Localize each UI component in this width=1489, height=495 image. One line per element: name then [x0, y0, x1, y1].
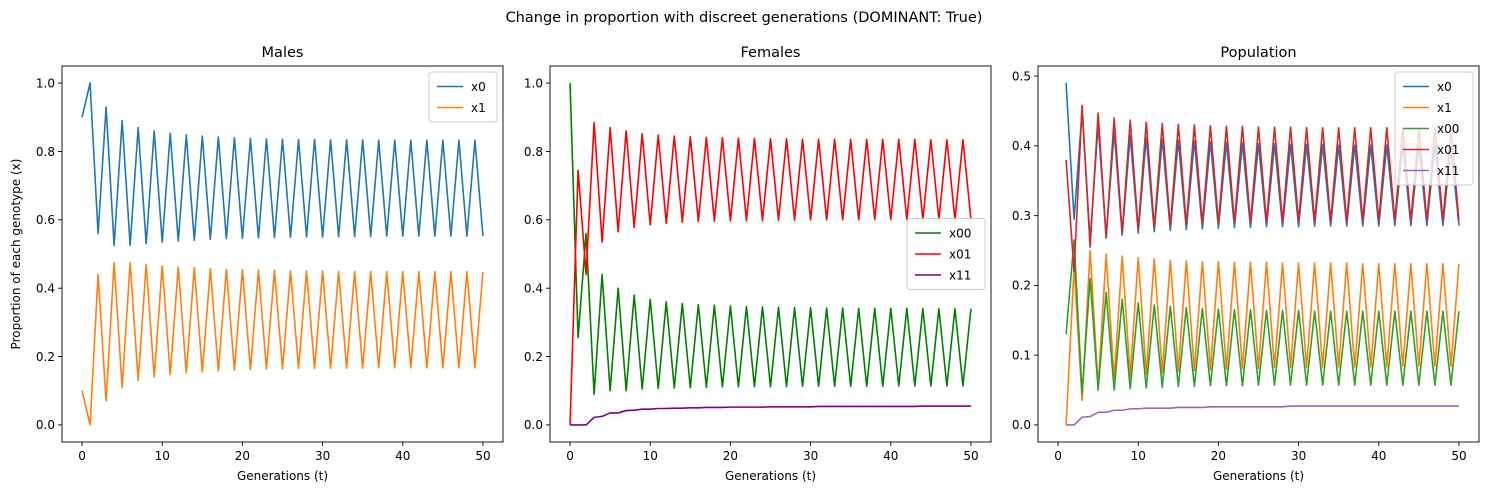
- x-tick-label: 30: [803, 449, 818, 463]
- y-tick-label: 0.6: [524, 213, 543, 227]
- x-tick-label: 10: [1131, 449, 1146, 463]
- y-tick-label: 0.4: [1012, 139, 1031, 153]
- y-tick-label: 0.4: [524, 281, 543, 295]
- y-tick-label: 0.5: [1012, 69, 1031, 83]
- x-tick-label: 50: [963, 449, 978, 463]
- legend-label: x00: [1437, 122, 1459, 136]
- y-tick-label: 0.2: [1012, 279, 1031, 293]
- series-line-females-x11: [570, 405, 971, 426]
- x-tick-label: 30: [315, 449, 330, 463]
- legend-label: x01: [949, 247, 971, 261]
- y-tick-label: 0.0: [524, 418, 543, 432]
- legend-label: x1: [471, 101, 486, 115]
- x-tick-label: 0: [78, 449, 86, 463]
- legend: x0 x1 x00 x01 x11: [1394, 71, 1474, 186]
- x-tick-label: 0: [1054, 449, 1062, 463]
- plot-area-frame: [61, 65, 504, 443]
- legend-box: [906, 218, 986, 290]
- chart-panel-females: 0 10 20 30 40 50 0.0 0.2 0.4 0.6 0.8 1.0 Females Gene…: [524, 45, 992, 483]
- series-line-males-x1: [81, 261, 484, 426]
- y-tick-label: 1.0: [524, 76, 543, 90]
- x-tick-label: 10: [643, 449, 658, 463]
- y-axis-label: Proportion of each genotype (x): [9, 159, 23, 350]
- series-line-population-x1: [1065, 249, 1460, 425]
- x-tick-label: 10: [155, 449, 170, 463]
- chart-panel-males: 0 10 20 30 40 50 0.0 0.2 0.4 0.6 0.8 1.0 Males Genera…: [9, 45, 504, 483]
- legend: x0 x1: [428, 71, 498, 123]
- series-line-females-x01: [569, 121, 972, 425]
- panel-title: Females: [741, 45, 801, 61]
- legend-label: x0: [471, 80, 486, 94]
- x-tick-label: 50: [1451, 449, 1466, 463]
- chart-panel-population: 0 10 20 30 40 50 0.0 0.1 0.2 0.3 0.4 0.5 Population G…: [1012, 45, 1480, 483]
- x-tick-label: 40: [1371, 449, 1386, 463]
- plot-area-frame: [549, 65, 992, 443]
- legend-label: x11: [949, 268, 971, 282]
- legend-label: x1: [1437, 101, 1452, 115]
- series-line-females-x00: [569, 83, 972, 395]
- x-axis-label: Generations (t): [725, 469, 816, 483]
- y-tick-label: 0.0: [1012, 418, 1031, 432]
- legend-box: [1394, 71, 1474, 186]
- series-line-population-x01: [1065, 104, 1460, 273]
- x-tick-label: 20: [235, 449, 250, 463]
- panel-title: Population: [1220, 45, 1296, 61]
- y-tick-label: 0.1: [1012, 348, 1031, 362]
- x-axis-label: Generations (t): [1213, 469, 1304, 483]
- legend: x00 x01 x11: [906, 218, 986, 290]
- legend-label: x00: [949, 226, 971, 240]
- legend-label: x01: [1437, 143, 1459, 157]
- y-tick-label: 0.4: [36, 281, 55, 295]
- series-line-males-x0: [81, 82, 484, 247]
- legend-label: x11: [1437, 164, 1459, 178]
- y-tick-label: 0.8: [524, 145, 543, 159]
- legend-box: [428, 71, 498, 123]
- y-tick-label: 0.6: [36, 213, 55, 227]
- x-tick-label: 20: [723, 449, 738, 463]
- y-tick-label: 0.2: [524, 350, 543, 364]
- legend-label: x0: [1437, 80, 1452, 94]
- x-tick-label: 40: [883, 449, 898, 463]
- y-tick-label: 0.8: [36, 145, 55, 159]
- x-tick-label: 40: [395, 449, 410, 463]
- series-line-population-x11: [1066, 405, 1459, 426]
- x-tick-label: 20: [1211, 449, 1226, 463]
- y-tick-label: 0.3: [1012, 209, 1031, 223]
- x-tick-label: 50: [475, 449, 490, 463]
- y-tick-label: 1.0: [36, 76, 55, 90]
- x-tick-label: 0: [566, 449, 574, 463]
- figure-title: Change in proportion with discreet gener…: [506, 10, 983, 26]
- x-tick-label: 30: [1291, 449, 1306, 463]
- y-tick-label: 0.0: [36, 418, 55, 432]
- y-tick-label: 0.2: [36, 350, 55, 364]
- series-line-population-x00: [1065, 239, 1460, 395]
- panel-title: Males: [262, 45, 304, 61]
- x-axis-label: Generations (t): [237, 469, 328, 483]
- plot-area-frame: [1037, 65, 1480, 443]
